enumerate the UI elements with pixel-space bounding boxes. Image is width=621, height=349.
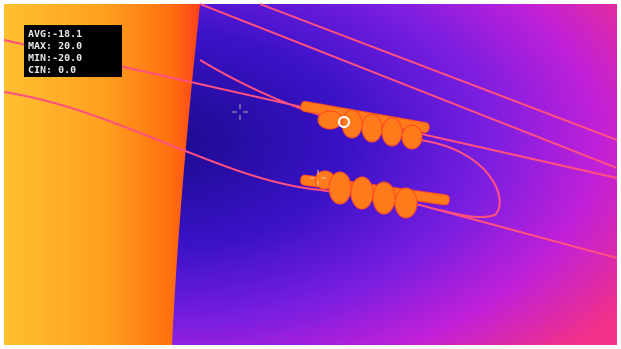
readout: AVG:-18.1 — [28, 29, 82, 40]
thermal-view: AVG:-18.1 MAX: 20.0 MIN:-20.0 CIN: 0.0 — [0, 0, 621, 349]
readout: MIN:-20.0 — [28, 53, 82, 64]
readout: CIN: 0.0 — [28, 65, 76, 76]
readout: MAX: 20.0 — [28, 41, 82, 52]
